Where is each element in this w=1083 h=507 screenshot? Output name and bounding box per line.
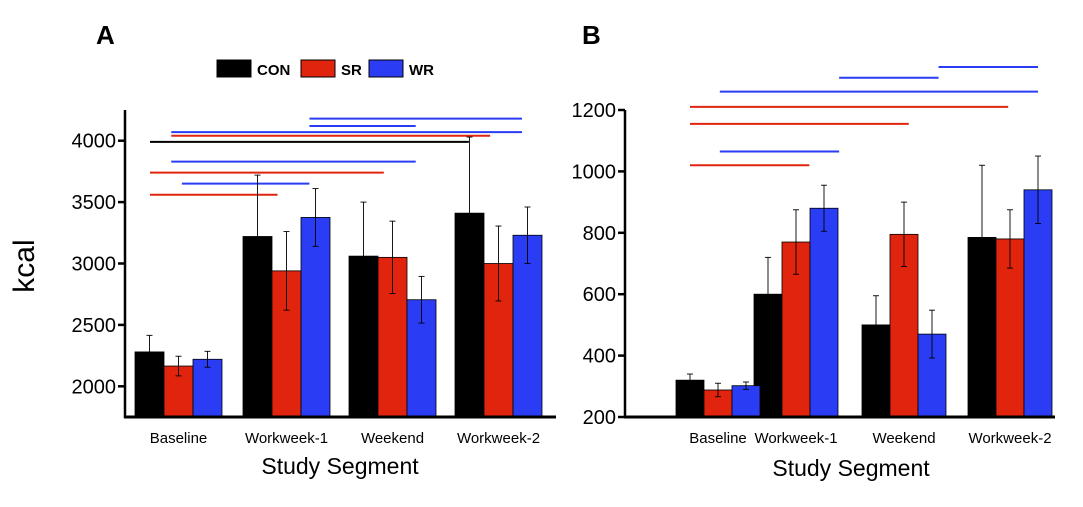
y-tick-label: 3500 <box>72 192 117 214</box>
y-tick-label: 4000 <box>72 131 117 153</box>
error-bar <box>495 225 502 302</box>
bar-wr-baseline <box>731 385 761 418</box>
legend-label-wr: WR <box>409 62 434 79</box>
error-bar <box>873 295 879 355</box>
x-category-label: Workweek-1 <box>754 430 837 447</box>
error-bar <box>793 209 799 275</box>
legend-swatch-con <box>216 59 252 78</box>
error-bar <box>175 355 182 377</box>
panel-a-category-labels: Baseline Workweek-1 Weekend Workweek-2 <box>150 430 540 447</box>
y-tick-label: 1000 <box>572 161 617 183</box>
error-bar <box>687 373 693 387</box>
panel-a-x-axis-title: Study Segment <box>261 453 419 479</box>
error-bar <box>743 381 749 390</box>
panel-b: B 200 400 600 800 1000 1200 Baseline Workweek-… <box>572 20 1055 481</box>
legend-swatch-wr <box>368 59 404 78</box>
panel-a-y-ticks: 2000 2500 3000 3500 4000 <box>72 131 125 398</box>
error-bar <box>283 231 290 311</box>
error-bar <box>524 206 531 264</box>
error-bar <box>979 164 985 310</box>
error-bar <box>312 188 319 247</box>
error-bar <box>254 174 261 299</box>
y-tick-label: 800 <box>583 223 616 245</box>
bar-wr-workweek-1 <box>809 207 839 418</box>
x-category-label: Workweek-1 <box>245 430 328 447</box>
panel-a-significance-bars <box>150 117 522 196</box>
panel-b-x-axis-title: Study Segment <box>772 455 930 481</box>
panel-a-label: A <box>96 20 115 50</box>
y-tick-label: 3000 <box>72 254 117 276</box>
error-bar <box>146 334 153 369</box>
error-bar <box>389 220 396 295</box>
panel-b-bars <box>675 155 1053 418</box>
x-category-label: Weekend <box>872 430 935 447</box>
error-bar <box>1007 209 1013 269</box>
error-bar <box>360 201 367 311</box>
x-category-label: Workweek-2 <box>457 430 540 447</box>
error-bar <box>1035 155 1041 225</box>
error-bar <box>929 309 935 359</box>
legend-swatch-sr <box>300 59 336 78</box>
error-bar <box>821 184 827 232</box>
panel-a-bars <box>134 136 543 418</box>
error-bar <box>901 201 907 268</box>
y-axis-title: kcal <box>8 239 41 292</box>
error-bar <box>765 256 771 332</box>
y-tick-label: 2500 <box>72 315 117 337</box>
error-bar <box>715 382 721 398</box>
y-tick-label: 2000 <box>72 376 117 398</box>
legend-label-con: CON <box>257 62 290 79</box>
panel-b-label: B <box>582 20 601 50</box>
x-category-label: Workweek-2 <box>968 430 1051 447</box>
y-tick-label: 1200 <box>572 100 617 122</box>
y-tick-label: 600 <box>583 284 616 306</box>
error-bar <box>418 275 425 324</box>
bar-wr-baseline <box>192 358 223 418</box>
legend: CON SR WR <box>216 59 434 79</box>
panel-b-y-ticks: 200 400 600 800 1000 1200 <box>572 100 625 429</box>
bar-wr-workweek-2 <box>512 234 543 418</box>
x-category-label: Weekend <box>361 430 424 447</box>
panel-b-category-labels: Baseline Workweek-1 Weekend Workweek-2 <box>689 430 1051 447</box>
panel-b-significance-bars <box>690 66 1038 167</box>
bar-wr-workweek-1 <box>300 217 331 418</box>
panel-a: A kcal 2000 2500 3000 3500 4000 Baseline Work… <box>8 20 556 479</box>
error-bar <box>204 350 211 368</box>
x-category-label: Baseline <box>689 430 747 447</box>
legend-label-sr: SR <box>341 62 362 79</box>
x-category-label: Baseline <box>150 430 208 447</box>
y-tick-label: 200 <box>583 407 616 429</box>
y-tick-label: 400 <box>583 346 616 368</box>
error-bar <box>466 136 473 290</box>
